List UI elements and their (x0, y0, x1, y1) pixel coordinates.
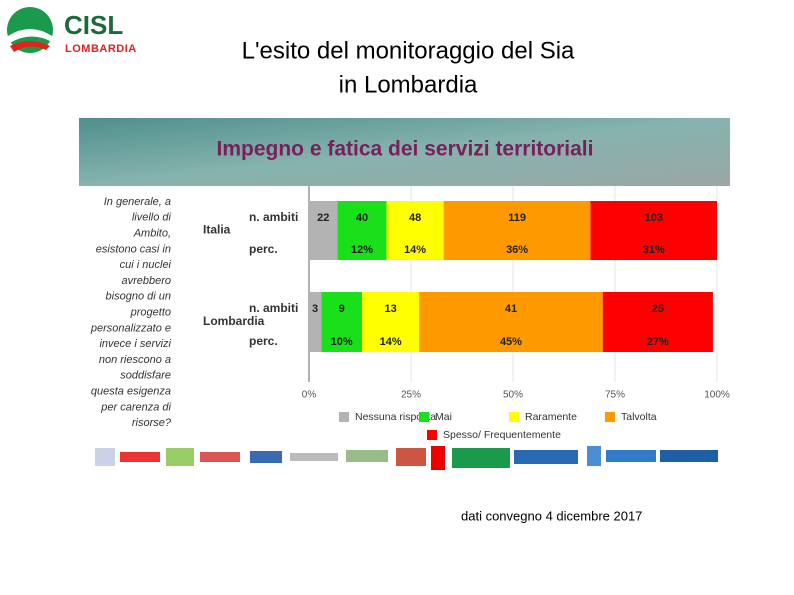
question-line: non riescono a (99, 354, 171, 366)
legend-label: Nessuna risposta (355, 411, 436, 423)
bar-segment (337, 201, 387, 260)
bar-segment (602, 292, 713, 352)
logo-swoosh-red (10, 41, 50, 52)
value-label: 14% (404, 244, 426, 256)
legend-swatch (419, 412, 429, 422)
legend-label: Talvolta (621, 411, 657, 423)
legend-swatch (509, 412, 519, 422)
count-label: 119 (508, 212, 526, 224)
legend-swatch (605, 412, 615, 422)
bar-segment (309, 292, 322, 352)
question-line: esistono casi in (96, 243, 171, 255)
bar-segment (386, 201, 444, 260)
bar-segment (443, 201, 591, 260)
question-line: risorse? (132, 417, 172, 429)
question-line: cui i nuclei (120, 259, 172, 271)
x-tick-label: 75% (605, 390, 625, 401)
x-tick-label: 100% (704, 390, 730, 401)
count-label: 22 (317, 212, 329, 224)
question-line: avrebbero (121, 275, 171, 287)
legend-label: Spesso/ Frequentemente (443, 429, 561, 441)
logo-name: CISL (64, 10, 123, 40)
question-line: livello di (132, 212, 172, 224)
count-label: 40 (356, 212, 368, 224)
logo-swoosh (8, 29, 52, 44)
row-label: n. ambiti (249, 301, 298, 315)
value-label: 31% (643, 244, 665, 256)
bar-segment (419, 292, 603, 352)
chart-header (79, 118, 730, 186)
legend-label: Mai (435, 411, 452, 423)
slide-title: in Lombardia (339, 71, 478, 98)
count-label: 9 (339, 303, 345, 315)
count-label: 13 (384, 303, 396, 315)
legend-label: Raramente (525, 411, 577, 423)
value-label: 12% (351, 244, 373, 256)
bar-segment (309, 201, 338, 260)
bar-segment (362, 292, 420, 352)
count-label: 3 (312, 303, 318, 315)
question-line: progetto (130, 307, 171, 319)
x-tick-label: 25% (401, 390, 421, 401)
count-label: 103 (645, 212, 663, 224)
row-label: perc. (249, 334, 278, 348)
question-line: bisogno di un (106, 291, 171, 303)
legend-swatch (427, 430, 437, 440)
category-label: Italia (203, 223, 231, 237)
count-label: 41 (505, 303, 517, 315)
question-line: In generale, a (104, 196, 171, 208)
category-label: Lombardia (203, 314, 265, 328)
value-label: 10% (331, 336, 353, 348)
value-label: 14% (380, 336, 402, 348)
x-tick-label: 0% (302, 390, 317, 401)
question-line: Ambito, (133, 228, 171, 240)
question-line: invece i servizi (99, 338, 171, 350)
question-line: per carenza di (100, 401, 171, 413)
count-label: 48 (409, 212, 421, 224)
question-line: personalizzato e (90, 322, 171, 334)
value-label: 36% (506, 244, 528, 256)
logo-region: LOMBARDIA (65, 43, 137, 55)
bar-segment (321, 292, 363, 352)
slide-title: L'esito del monitoraggio del Sia (242, 37, 575, 64)
sponsor-logos (95, 446, 718, 470)
question-line: soddisfare (120, 370, 171, 382)
x-tick-label: 50% (503, 390, 523, 401)
chart-title: Impegno e fatica dei servizi territorial… (217, 138, 594, 161)
row-label: n. ambiti (249, 210, 298, 224)
value-label: 27% (647, 336, 669, 348)
question-line: questa esigenza (91, 386, 171, 398)
footer-note: dati convegno 4 dicembre 2017 (461, 508, 642, 523)
count-label: 25 (652, 303, 664, 315)
value-label: 45% (500, 336, 522, 348)
legend-swatch (339, 412, 349, 422)
row-label: perc. (249, 242, 278, 256)
bar-segment (590, 201, 717, 260)
